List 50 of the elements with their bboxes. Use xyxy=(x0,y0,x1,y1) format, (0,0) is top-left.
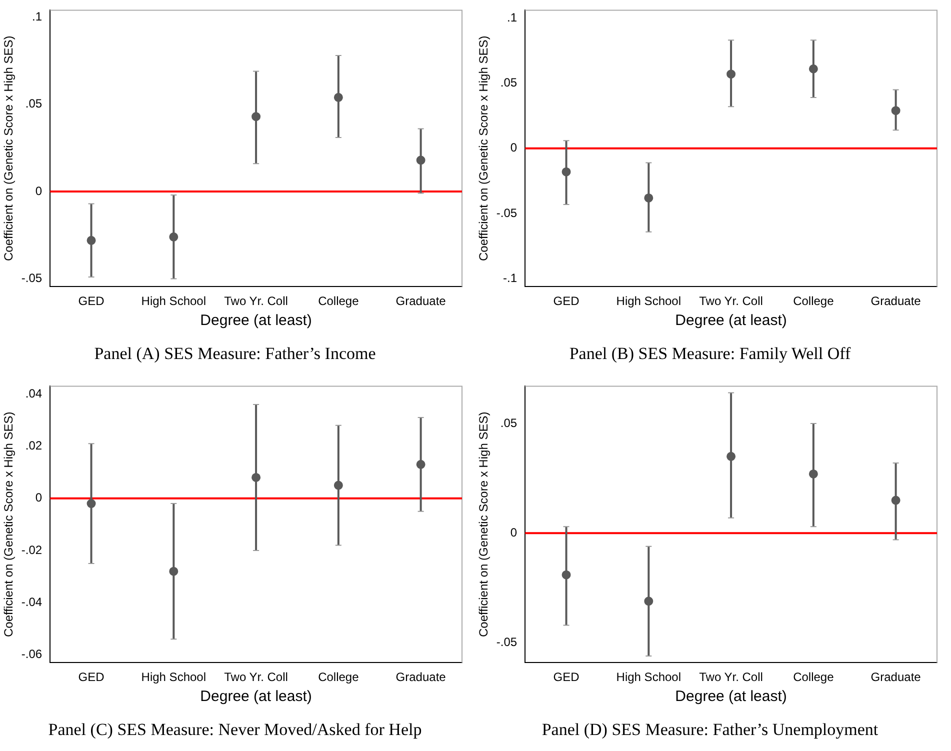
y-tick-label: -.1 xyxy=(503,271,518,286)
y-axis-title: Coefficient on (Genetic Score x High SES) xyxy=(476,412,491,638)
y-tick-label: -.06 xyxy=(21,647,42,662)
x-tick-label: Two Yr. Coll xyxy=(699,294,763,308)
x-tick-label: Two Yr. Coll xyxy=(224,670,288,684)
x-axis-title: Degree (at least) xyxy=(675,688,787,706)
x-tick-label: Graduate xyxy=(870,670,922,684)
x-tick-label: College xyxy=(318,670,360,684)
y-tick-label: .02 xyxy=(25,438,42,452)
x-tick-label: High School xyxy=(616,670,682,684)
y-tick-label: 0 xyxy=(35,490,42,505)
y-tick-label: .05 xyxy=(500,416,518,430)
x-tick-label: High School xyxy=(141,294,206,308)
x-axis-title: Degree (at least) xyxy=(200,312,312,330)
x-tick-label: GED xyxy=(553,670,580,684)
text: Panel (D) SES Measure: Father’s Unemployment xyxy=(540,720,880,740)
y-tick-label: -.05 xyxy=(496,206,518,220)
x-tick-label: Graduate xyxy=(870,294,922,308)
y-tick-label: -.04 xyxy=(21,594,42,609)
x-tick-label: College xyxy=(318,294,360,308)
y-tick-label: 0 xyxy=(35,184,42,198)
y-tick-label: .1 xyxy=(507,10,518,24)
y-tick-label: 0 xyxy=(510,525,518,540)
y-tick-label: -.02 xyxy=(21,542,42,557)
x-tick-label: High School xyxy=(141,670,206,684)
x-tick-label: GED xyxy=(553,294,580,308)
text: Panel (C) SES Measure: Never Moved/Asked for Help xyxy=(47,720,423,740)
y-tick-label: .05 xyxy=(25,96,42,111)
x-tick-label: Two Yr. Coll xyxy=(224,294,288,308)
y-tick-label: .04 xyxy=(25,386,42,400)
x-tick-label: College xyxy=(793,670,834,684)
y-tick-label: .1 xyxy=(32,9,42,24)
x-tick-label: College xyxy=(793,294,834,308)
x-tick-label: GED xyxy=(78,670,105,684)
y-tick-label: -.05 xyxy=(21,271,42,286)
x-tick-label: GED xyxy=(78,294,105,308)
y-tick-label: -.05 xyxy=(496,635,518,650)
text: Panel (A) SES Measure: Father’s Income xyxy=(93,344,377,364)
x-tick-label: Graduate xyxy=(396,670,446,684)
text: Panel (B) SES Measure: Family Well Off xyxy=(568,344,852,364)
y-axis-title: Coefficient on (Genetic Score x High SES) xyxy=(2,36,16,262)
x-axis-title: Degree (at least) xyxy=(675,312,787,330)
y-axis-title: Coefficient on (Genetic Score x High SES) xyxy=(2,412,16,638)
y-axis-title: Coefficient on (Genetic Score x High SES) xyxy=(476,36,491,262)
x-tick-label: Graduate xyxy=(396,294,446,308)
x-tick-label: Two Yr. Coll xyxy=(699,670,763,684)
x-tick-label: High School xyxy=(616,294,682,308)
y-tick-label: 0 xyxy=(510,140,518,155)
y-tick-label: .05 xyxy=(500,76,518,90)
x-axis-title: Degree (at least) xyxy=(200,688,312,706)
